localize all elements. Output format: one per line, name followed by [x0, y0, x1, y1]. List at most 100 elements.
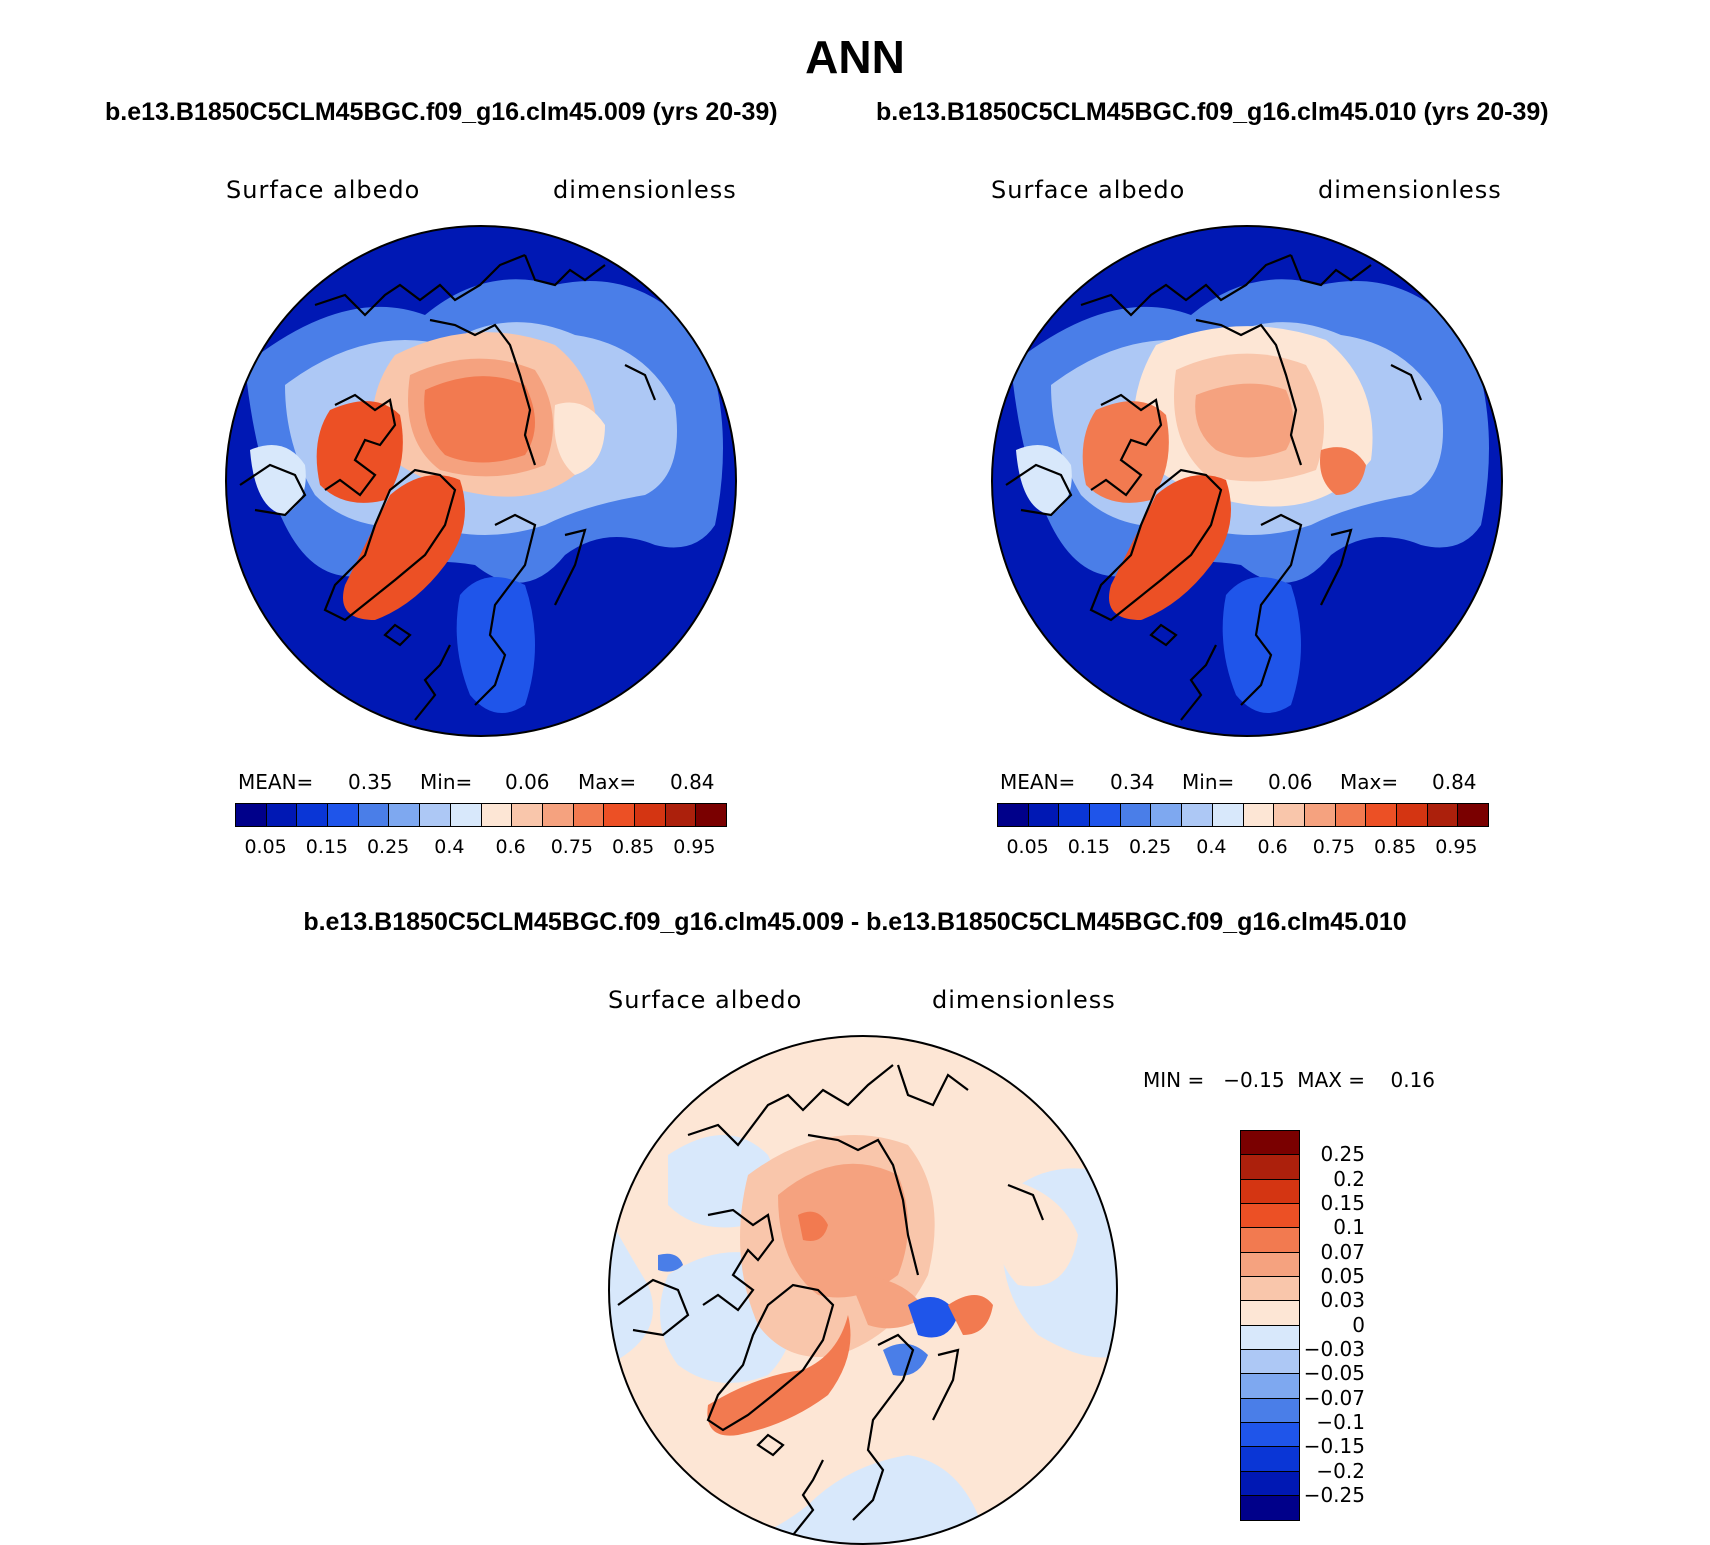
colorbar-swatch — [297, 804, 329, 826]
colorbar-swatch — [1241, 1374, 1299, 1399]
panel2-variable: Surface albedo — [991, 176, 1186, 204]
colorbar-swatch — [1241, 1228, 1299, 1253]
colorbar-swatch — [450, 804, 482, 826]
colorbar-tick-label: 0.07 — [1320, 1239, 1365, 1264]
panel1-mean-value: 0.35 — [348, 770, 393, 794]
colorbar-swatch — [1028, 804, 1060, 826]
colorbar-swatch — [542, 804, 574, 826]
colorbar-swatch — [1241, 1301, 1299, 1326]
colorbar-tick-label: 0.75 — [1312, 836, 1356, 858]
colorbar-swatch — [998, 804, 1029, 826]
colorbar-tick-label: −0.1 — [1316, 1409, 1365, 1434]
colorbar-swatch — [266, 804, 298, 826]
colorbar-swatch — [1304, 804, 1336, 826]
colorbar-swatch — [1090, 804, 1121, 826]
diff-subtitle: b.e13.B1850C5CLM45BGC.f09_g16.clm45.009 … — [303, 908, 1407, 936]
diff-variable: Surface albedo — [608, 986, 803, 1014]
colorbar-swatch — [1241, 1131, 1299, 1156]
colorbar-swatch — [358, 804, 390, 826]
colorbar-swatch — [1241, 1495, 1299, 1521]
colorbar-swatch — [1243, 804, 1275, 826]
colorbar-tick-label: 0.15 — [1320, 1190, 1365, 1215]
colorbar-swatch — [1274, 804, 1305, 826]
colorbar-tick-label: 0 — [1352, 1312, 1365, 1337]
colorbar-swatch — [1427, 804, 1459, 826]
colorbar-swatch — [1241, 1349, 1299, 1375]
panel2-mean-label: MEAN= — [1000, 770, 1076, 794]
colorbar-swatch — [1182, 804, 1213, 826]
colorbar-swatch — [1241, 1252, 1299, 1277]
panel1-min-value: 0.06 — [505, 770, 550, 794]
panel1-min-label: Min= — [420, 770, 473, 794]
colorbar-tick-label: 0.4 — [1196, 836, 1227, 858]
colorbar-tick-label: −0.2 — [1316, 1458, 1365, 1483]
panel2-min-value: 0.06 — [1268, 770, 1313, 794]
panel2-mean-value: 0.34 — [1110, 770, 1155, 794]
colorbar-tick-label: 0.15 — [1067, 836, 1111, 858]
colorbar-swatch — [1151, 804, 1183, 826]
colorbar-swatch — [1241, 1155, 1299, 1180]
panel2-units: dimensionless — [1318, 176, 1502, 204]
colorbar-swatch — [696, 804, 726, 826]
colorbar-swatch — [573, 804, 605, 826]
colorbar-tick-label: 0.2 — [1333, 1166, 1365, 1191]
colorbar-tick-label: 0.25 — [366, 836, 410, 858]
colorbar-swatch — [1212, 804, 1244, 826]
colorbar-tick-label: 0.1 — [1333, 1215, 1365, 1240]
diff-colorbar — [1240, 1130, 1300, 1522]
colorbar-swatch — [665, 804, 697, 826]
figure-title: ANN — [805, 31, 905, 83]
colorbar-swatch — [1458, 804, 1488, 826]
colorbar-tick-label: −0.03 — [1303, 1336, 1365, 1361]
colorbar-swatch — [1241, 1179, 1299, 1204]
colorbar-swatch — [1241, 1422, 1299, 1448]
colorbar-swatch — [604, 804, 635, 826]
diff-units: dimensionless — [932, 986, 1116, 1014]
colorbar-tick-label: −0.05 — [1303, 1361, 1365, 1386]
diff-minmax: MIN = −0.15 MAX = 0.16 — [1143, 1068, 1436, 1092]
colorbar-tick-label: −0.07 — [1303, 1385, 1365, 1410]
panel1-colorbar — [235, 803, 727, 827]
colorbar-tick-label: 0.4 — [434, 836, 465, 858]
colorbar-tick-label: −0.15 — [1303, 1434, 1365, 1459]
colorbar-tick-label: 0.95 — [1435, 836, 1478, 858]
panel1-max-label: Max= — [578, 770, 637, 794]
colorbar-tick-label: 0.6 — [1257, 836, 1288, 858]
colorbar-swatch — [1335, 804, 1367, 826]
colorbar-swatch — [1241, 1398, 1299, 1423]
colorbar-swatch — [1241, 1203, 1299, 1229]
colorbar-tick-label: 0.05 — [1006, 836, 1049, 858]
colorbar-tick-label: 0.03 — [1320, 1288, 1365, 1313]
colorbar-swatch — [328, 804, 359, 826]
colorbar-swatch — [634, 804, 666, 826]
panel2-min-label: Min= — [1182, 770, 1235, 794]
colorbar-tick-label: −0.25 — [1303, 1482, 1365, 1507]
colorbar-swatch — [1366, 804, 1397, 826]
colorbar-tick-label: 0.25 — [1320, 1142, 1365, 1167]
panel1-max-value: 0.84 — [670, 770, 715, 794]
colorbar-swatch — [1059, 804, 1091, 826]
colorbar-swatch — [1241, 1325, 1299, 1350]
colorbar-swatch — [1120, 804, 1152, 826]
panel2-max-value: 0.84 — [1432, 770, 1477, 794]
panel1-map — [225, 225, 737, 737]
colorbar-tick-label: 0.6 — [495, 836, 526, 858]
panel1-units: dimensionless — [553, 176, 737, 204]
colorbar-tick-label: 0.25 — [1128, 836, 1172, 858]
panel1-mean-label: MEAN= — [238, 770, 314, 794]
panel2-max-label: Max= — [1340, 770, 1399, 794]
colorbar-tick-label: 0.85 — [1373, 836, 1417, 858]
colorbar-tick-label: 0.15 — [305, 836, 349, 858]
colorbar-tick-label: 0.05 — [1320, 1263, 1365, 1288]
panel2-map — [991, 225, 1503, 737]
diff-map — [608, 1035, 1118, 1545]
colorbar-tick-label: 0.75 — [550, 836, 594, 858]
colorbar-tick-label: 0.95 — [673, 836, 716, 858]
colorbar-swatch — [1241, 1276, 1299, 1302]
subtitle-right: b.e13.B1850C5CLM45BGC.f09_g16.clm45.010 … — [876, 98, 1549, 126]
colorbar-tick-label: 0.85 — [611, 836, 655, 858]
colorbar-swatch — [1241, 1471, 1299, 1496]
panel2-colorbar — [997, 803, 1489, 827]
colorbar-swatch — [1396, 804, 1428, 826]
panel1-variable: Surface albedo — [226, 176, 421, 204]
